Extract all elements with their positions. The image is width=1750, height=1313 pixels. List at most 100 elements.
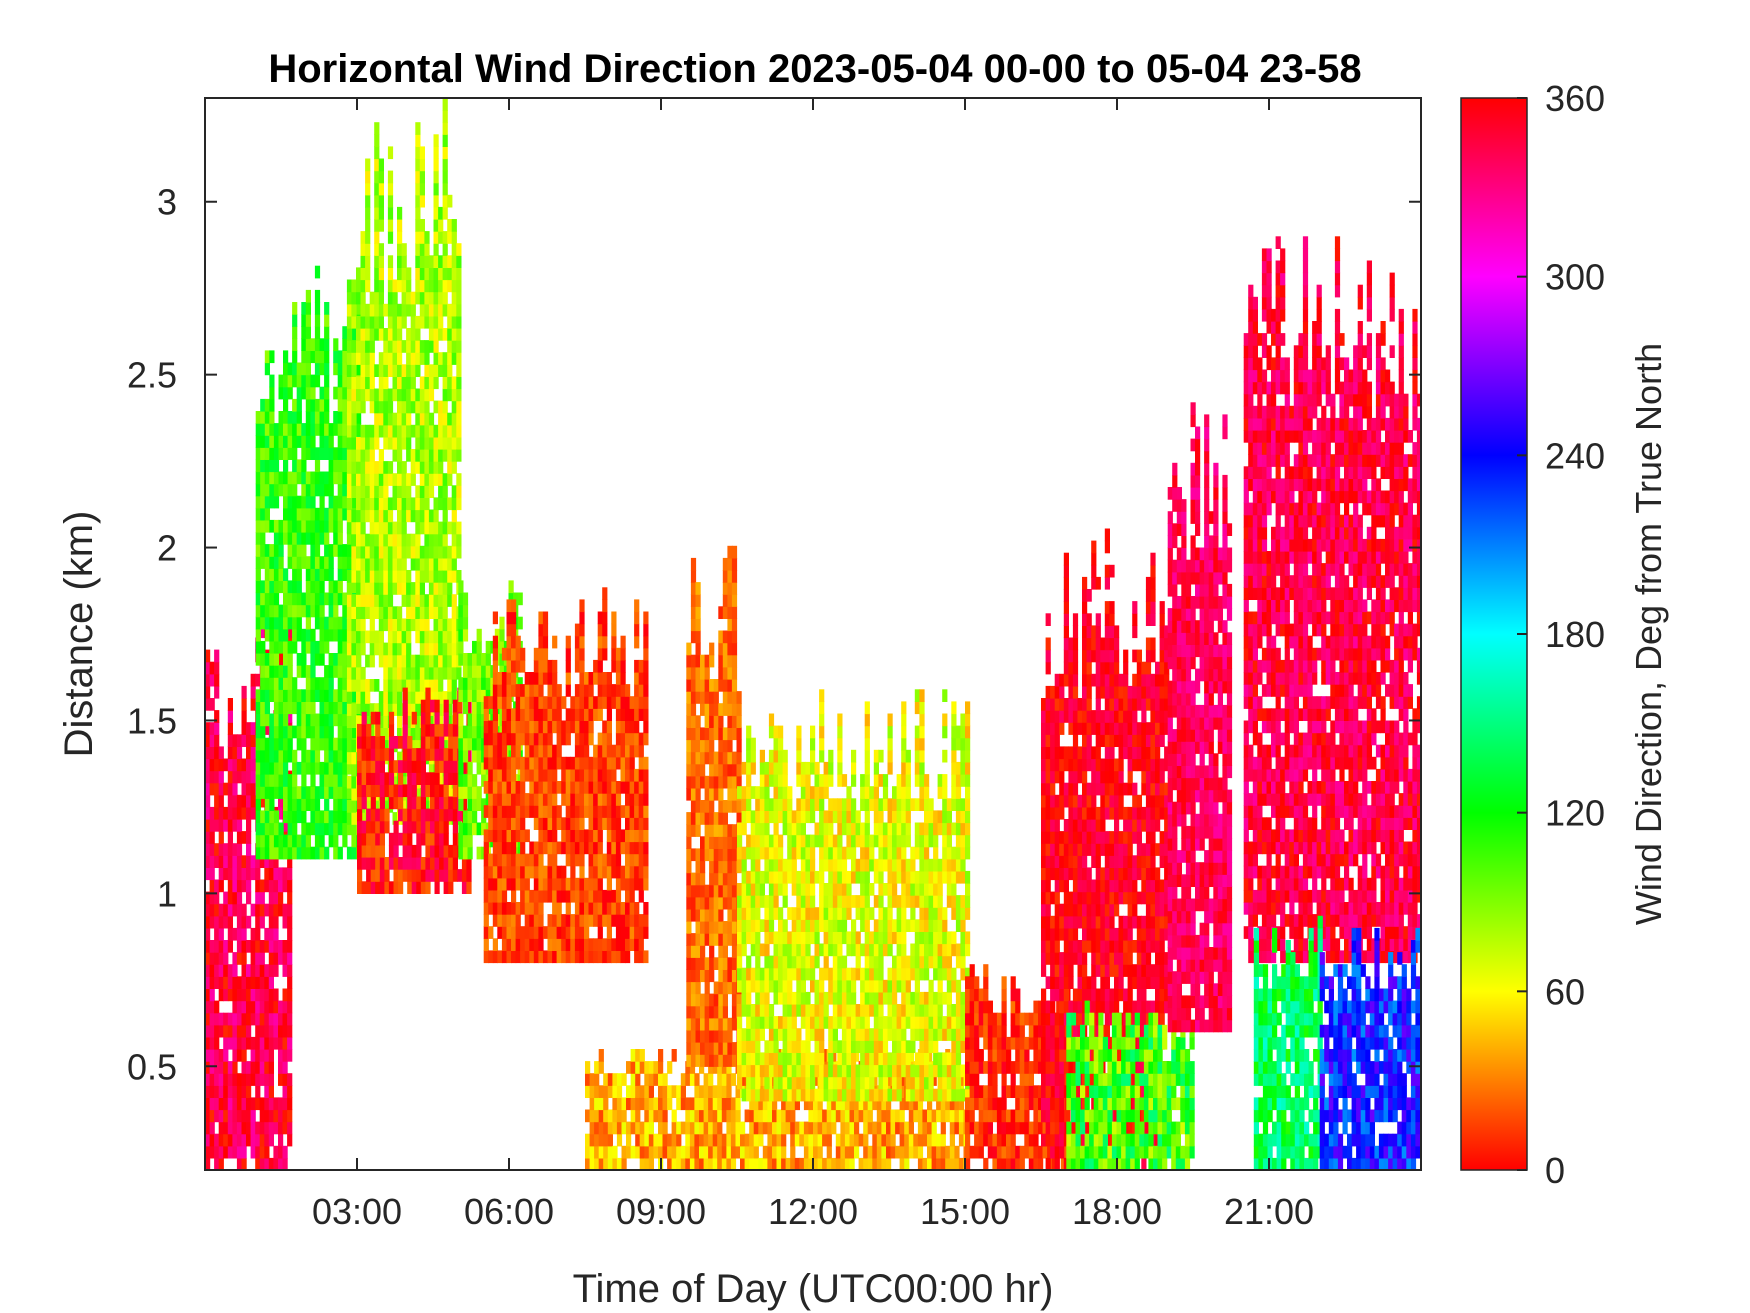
data-cell [387, 303, 394, 317]
data-cell [501, 696, 508, 709]
data-cell [433, 606, 439, 619]
data-cell [826, 1121, 832, 1135]
data-cell [704, 715, 710, 728]
data-cell [597, 805, 603, 818]
data-cell [342, 386, 348, 400]
data-cell [428, 376, 435, 390]
data-cell [283, 640, 289, 654]
data-cell [635, 1097, 641, 1111]
data-cell [472, 689, 478, 702]
data-cell [428, 291, 435, 305]
data-cell [442, 666, 448, 680]
data-cell [858, 1157, 864, 1171]
data-cell [351, 485, 357, 498]
data-cell [574, 647, 581, 661]
data-cell [718, 848, 724, 862]
data-cell [214, 746, 220, 760]
data-cell [699, 1061, 705, 1074]
data-cell [790, 1121, 796, 1135]
data-cell [232, 903, 238, 917]
data-cell [589, 1073, 595, 1086]
data-cell [356, 328, 362, 341]
data-cell [328, 447, 334, 460]
data-cell [278, 713, 284, 727]
data-cell [411, 748, 417, 761]
data-cell [407, 736, 413, 749]
data-cell [379, 869, 385, 882]
data-cell [379, 808, 385, 822]
data-cell [241, 1036, 247, 1050]
data-cell [680, 1121, 686, 1135]
data-cell [615, 732, 622, 746]
data-cell [282, 964, 288, 977]
data-cell [451, 594, 457, 607]
data-cell [638, 708, 644, 721]
data-cell [407, 808, 413, 822]
data-cell [439, 723, 445, 737]
data-cell [346, 532, 353, 545]
data-cell [269, 653, 275, 666]
data-cell [695, 981, 701, 995]
data-cell [597, 889, 603, 903]
data-cell [611, 817, 617, 830]
data-cell [565, 805, 571, 818]
data-cell [296, 459, 302, 473]
data-cell [278, 471, 284, 485]
data-cell [333, 749, 339, 763]
data-cell [268, 1085, 274, 1098]
data-cell [931, 1157, 937, 1171]
data-cell [579, 841, 585, 855]
data-cell [360, 570, 366, 583]
data-cell [346, 291, 353, 305]
data-cell [433, 521, 439, 535]
data-cell [511, 793, 517, 806]
data-cell [433, 170, 439, 184]
data-cell [954, 1157, 960, 1171]
data-cell [685, 1133, 691, 1147]
data-cell [250, 698, 256, 711]
data-cell [268, 927, 274, 941]
data-cell [342, 810, 348, 824]
data-cell [695, 860, 701, 874]
data-cell [246, 1024, 252, 1038]
data-cell [375, 857, 381, 870]
data-cell [259, 976, 265, 989]
data-cell [366, 748, 372, 761]
data-cell [314, 471, 321, 485]
data-cell [433, 424, 439, 438]
data-cell [447, 315, 453, 329]
data-cell [241, 1085, 247, 1098]
data-cell [357, 796, 363, 810]
data-cell [406, 449, 412, 462]
data-cell [214, 1061, 220, 1074]
data-cell [597, 865, 603, 879]
data-cell [686, 933, 692, 946]
data-cell [588, 914, 594, 927]
data-cell [273, 952, 279, 965]
data-cell [458, 846, 464, 860]
data-cell [328, 834, 334, 848]
data-cell [397, 352, 403, 365]
data-cell [643, 623, 649, 637]
data-cell [447, 654, 453, 668]
data-cell [680, 1073, 686, 1086]
data-cell [434, 832, 440, 846]
data-cell [227, 722, 233, 735]
data-cell [492, 720, 498, 734]
data-cell [612, 1145, 618, 1159]
data-cell [447, 424, 453, 438]
data-cells [205, 98, 1422, 1171]
data-cell [319, 616, 325, 630]
data-cell [438, 219, 444, 232]
data-cell [695, 739, 701, 753]
data-cell [356, 436, 362, 450]
data-cell [813, 1133, 819, 1147]
data-cell [483, 781, 489, 794]
data-cell [419, 630, 425, 644]
data-cell [936, 1097, 942, 1111]
data-cell [700, 739, 706, 753]
data-cell [840, 1121, 846, 1135]
data-cell [717, 1145, 723, 1159]
data-cell [629, 744, 635, 758]
data-cell [269, 568, 275, 581]
